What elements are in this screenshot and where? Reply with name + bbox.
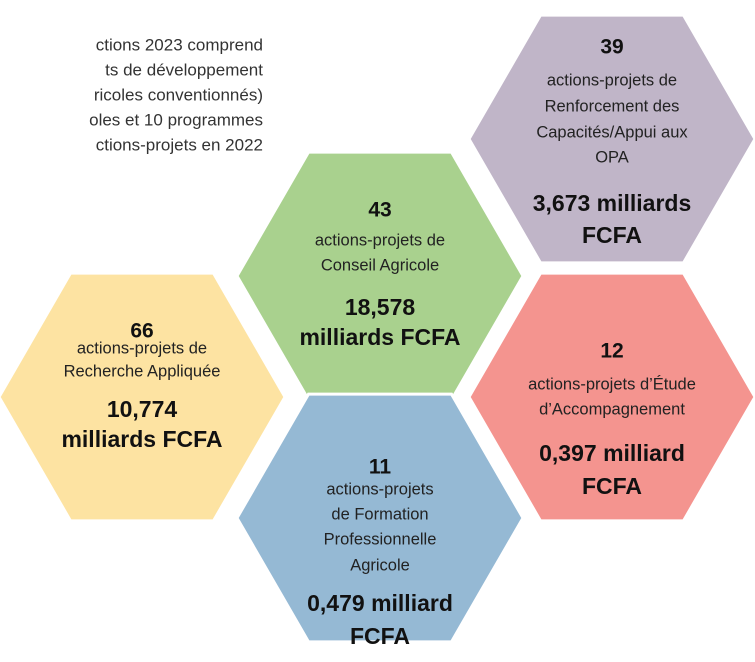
intro-line: ts de développement	[105, 60, 263, 79]
hexagon-description: Agricole	[350, 556, 410, 574]
intro-line: ctions 2023 comprend	[96, 35, 263, 54]
hexagon-description: actions-projets de	[315, 231, 445, 249]
hexagon: 39 actions-projets de Renforcement des Capa…	[467, 13, 755, 265]
hexagon-description: actions-projets	[326, 480, 433, 498]
hexagon-description: OPA	[595, 148, 629, 166]
hexagon-shape	[467, 271, 755, 523]
hexagon-count: 39	[600, 36, 623, 59]
hexagon-count: 66	[130, 320, 153, 343]
hexagon-amount: FCFA	[350, 623, 410, 649]
intro-line: ricoles conventionnés)	[94, 85, 263, 104]
hexagon-description: Recherche Appliquée	[64, 362, 221, 380]
hexagon-amount: 0,479 milliard	[307, 590, 453, 616]
hexagon-description: d’Accompagnement	[539, 400, 685, 418]
hexagon-amount: milliards FCFA	[61, 426, 222, 452]
hexagon-shape	[467, 13, 755, 265]
intro-line: oles et 10 programmes	[89, 110, 263, 129]
hexagon-description: de Formation	[331, 505, 428, 523]
hexagon: 43 actions-projets de Conseil Agricole 18,5…	[235, 150, 525, 402]
hexagon-shape	[235, 392, 525, 644]
hexagon-description: Capacités/Appui aux	[536, 123, 688, 141]
hexagon-amount: 10,774	[107, 396, 178, 422]
hexagon-amount: 18,578	[345, 294, 416, 320]
hexagon-description: actions-projets de	[77, 339, 207, 357]
hexagon-description: Renforcement des	[545, 97, 680, 115]
hexagon-amount: 0,397 milliard	[539, 440, 685, 466]
hexagon-amount: milliards FCFA	[299, 324, 460, 350]
hexagon-count: 12	[600, 340, 623, 363]
hexagon-count: 43	[368, 199, 391, 222]
hexagon-amount: FCFA	[582, 222, 642, 248]
hexagon-description: actions-projets d’Étude	[528, 374, 696, 393]
hexagon: 12 actions-projets d’Étude d’Accompagnemen…	[467, 271, 755, 523]
hexagon-shape	[0, 271, 287, 523]
hexagon-description: actions-projets de	[547, 71, 677, 89]
intro-line: ctions-projets en 2022	[96, 135, 263, 154]
hexagon-amount: 3,673 milliards	[533, 190, 692, 216]
hexagon-amount: FCFA	[582, 473, 642, 499]
hexagon-description: Conseil Agricole	[321, 256, 439, 274]
hexagon-count: 11	[369, 456, 392, 479]
hexagon-description: Professionnelle	[324, 530, 437, 548]
hexagon-shape	[235, 150, 525, 402]
